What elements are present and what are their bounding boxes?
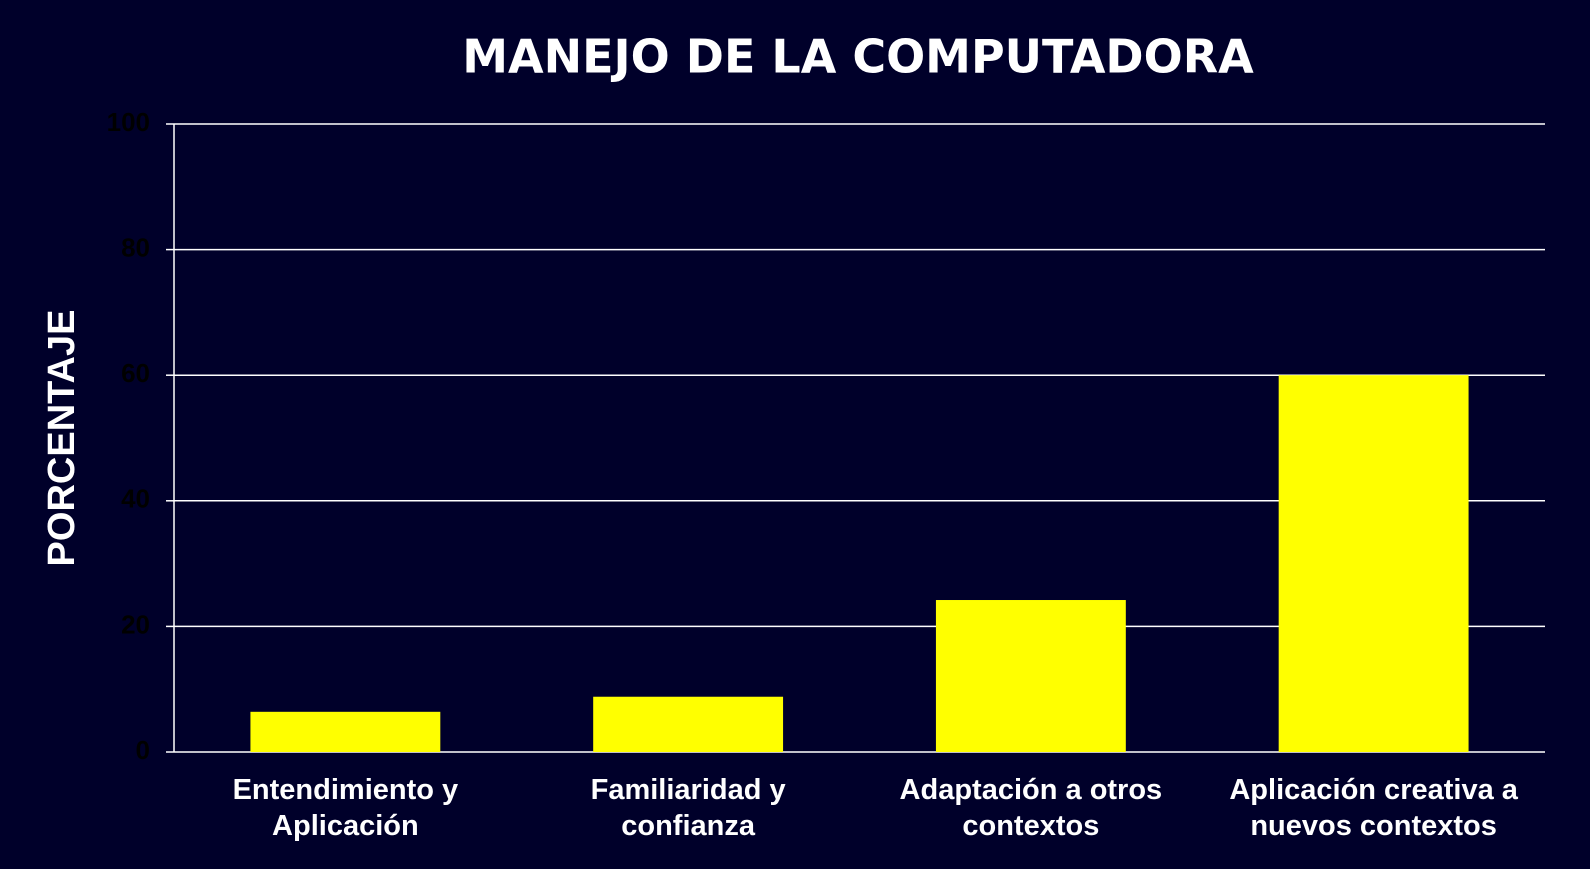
x-tick-label: Familiaridad y confianza (590, 774, 786, 842)
y-tick-label: 20 (121, 609, 150, 639)
x-tick-label: Adaptación a otros contextos (899, 774, 1163, 842)
bar (593, 696, 784, 752)
y-axis-label: PORCENTAJE (41, 310, 83, 567)
y-tick-label: 80 (121, 232, 150, 262)
chart-title: MANEJO DE LA COMPUTADORA (462, 30, 1254, 84)
y-tick-label: 40 (121, 484, 150, 514)
bar (250, 711, 441, 752)
y-tick-label: 100 (107, 107, 150, 137)
y-tick-label: 60 (121, 358, 150, 388)
x-tick-label: Aplicación creativa a nuevos contextos (1229, 774, 1518, 842)
bar (935, 600, 1126, 752)
y-tick-label: 0 (136, 735, 150, 765)
x-tick-label: Entendimiento y Aplicación (232, 774, 459, 842)
bar (1278, 375, 1469, 752)
